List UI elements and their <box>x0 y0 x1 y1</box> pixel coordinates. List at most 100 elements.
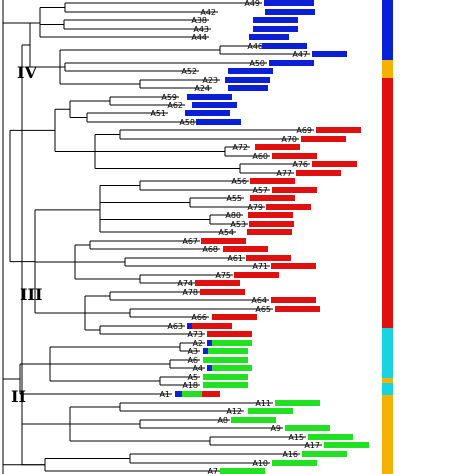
leaf-bar-green <box>182 391 202 397</box>
leaf-label: A10 <box>252 459 268 468</box>
tree-node <box>49 346 180 382</box>
tree-leaf: A80 <box>225 211 293 220</box>
leaf-label: A66 <box>191 313 207 322</box>
tree-leaf: A49 <box>244 0 314 8</box>
leaf-label: A76 <box>292 160 308 169</box>
leaf-label: A23 <box>202 76 218 85</box>
tree-leaf: A47 <box>292 50 347 59</box>
leaf-label: A64 <box>251 296 267 305</box>
tree-leaf: A62 <box>167 101 237 110</box>
leaf-label: A69 <box>296 126 312 135</box>
leaf-bar-blue <box>269 60 314 66</box>
leaf-label: A73 <box>187 330 203 339</box>
clade-labels: IV III II <box>11 63 42 406</box>
tree-leaf: A5 <box>187 373 248 382</box>
leaf-bar-red <box>250 178 295 184</box>
tree-leaf: A75 <box>215 271 279 280</box>
tree-leaf: A2 <box>192 339 252 348</box>
leaf-bar-green <box>302 451 347 457</box>
leaf-label: A50 <box>249 59 265 68</box>
clade-label-iii: III <box>20 285 42 304</box>
tree-leaf: A58 <box>179 118 241 127</box>
leaf-bar-blue <box>207 340 212 346</box>
leaf-bar-red <box>212 314 257 320</box>
leaf-bar-blue <box>185 110 230 116</box>
stripe-segment-red <box>382 78 393 328</box>
leaf-bar-blue <box>228 85 268 91</box>
tree-leaf: A65 <box>255 305 320 314</box>
tree-leaf: A23 <box>202 76 270 85</box>
leaf-bar-green <box>231 417 276 423</box>
leaf-label: A17 <box>304 441 320 450</box>
leaf-label: A61 <box>227 254 243 263</box>
tree-node <box>74 244 140 280</box>
stripe-segment-orange <box>382 395 393 474</box>
leaf-bar-red <box>275 306 320 312</box>
stripe-segment-orange <box>382 60 393 78</box>
leaf-label: A16 <box>282 450 298 459</box>
tree-leaf: A4 <box>192 364 252 373</box>
leaf-label: A7 <box>207 467 218 474</box>
tree-leaf: A16 <box>282 450 347 459</box>
leaf-label: A56 <box>231 177 247 186</box>
leaf-label: A71 <box>252 262 268 271</box>
leaf-label: A75 <box>215 271 231 280</box>
tree-leaf: A15 <box>288 433 353 442</box>
leaf-bar-red <box>246 255 291 261</box>
leaf-bar-red <box>250 195 295 201</box>
leaf-bar-red <box>249 221 294 227</box>
tree-branches <box>2 0 322 474</box>
leaf-label: A60 <box>252 152 268 161</box>
leaf-bar-green <box>275 400 320 406</box>
tree-node <box>9 129 55 263</box>
leaf-bar-green <box>272 460 317 466</box>
tree-node <box>89 240 220 250</box>
leaf-label: A5 <box>187 373 198 382</box>
leaf-bar-green <box>285 425 330 431</box>
leaf-label: A2 <box>192 339 203 348</box>
tree-node <box>99 185 210 233</box>
leaf-bar-red <box>201 238 246 244</box>
tree-leaf: A78 <box>182 288 245 297</box>
tree-leaf: A70 <box>281 135 346 144</box>
leaf-bar-red <box>316 127 361 133</box>
tree-node <box>54 108 95 152</box>
leaf-bar-red <box>296 170 341 176</box>
tree-node <box>29 22 60 68</box>
leaf-bar-green <box>203 357 248 363</box>
tree-leaf: A52 <box>181 67 273 76</box>
tree-leaf: A10 <box>252 459 317 468</box>
leaf-label: A59 <box>161 93 177 102</box>
leaf-label: A63 <box>167 322 183 331</box>
tree-leaf: A69 <box>296 126 361 135</box>
tree-leaf: A64 <box>251 296 316 305</box>
leaf-label: A43 <box>193 25 209 34</box>
leaf-bar-green <box>324 442 369 448</box>
tree-leaf: A74 <box>177 279 240 288</box>
leaf-bar-green <box>203 382 248 388</box>
tree-leaf: A76 <box>292 160 357 169</box>
clade-label-ii: II <box>11 387 26 406</box>
leaf-bar-red <box>301 136 346 142</box>
tree-leaf: A51 <box>150 109 230 118</box>
leaf-bar-blue <box>196 119 241 125</box>
leaf-bar-red <box>271 297 316 303</box>
leaf-label: A9 <box>270 424 281 433</box>
leaf-label: A51 <box>150 109 166 118</box>
tree-leaf: A63 <box>167 322 232 331</box>
leaf-bar-red <box>192 323 232 329</box>
leaf-bar-blue <box>175 391 182 397</box>
tree-leaf: A7 <box>207 467 265 474</box>
leaf-label: A78 <box>182 288 198 297</box>
tree-node <box>39 7 65 38</box>
tree-leaf: A17 <box>304 441 369 450</box>
tree-leaf: A77 <box>276 169 341 178</box>
tree-leaf: A43 <box>193 25 298 34</box>
leaf-bar-green <box>212 365 252 371</box>
leaf-bar-blue <box>249 34 289 40</box>
leaf-bar-red <box>207 331 252 337</box>
leaf-label: A65 <box>255 305 271 314</box>
tree-leaf: A11 <box>255 399 320 408</box>
leaf-label: A58 <box>179 118 195 127</box>
